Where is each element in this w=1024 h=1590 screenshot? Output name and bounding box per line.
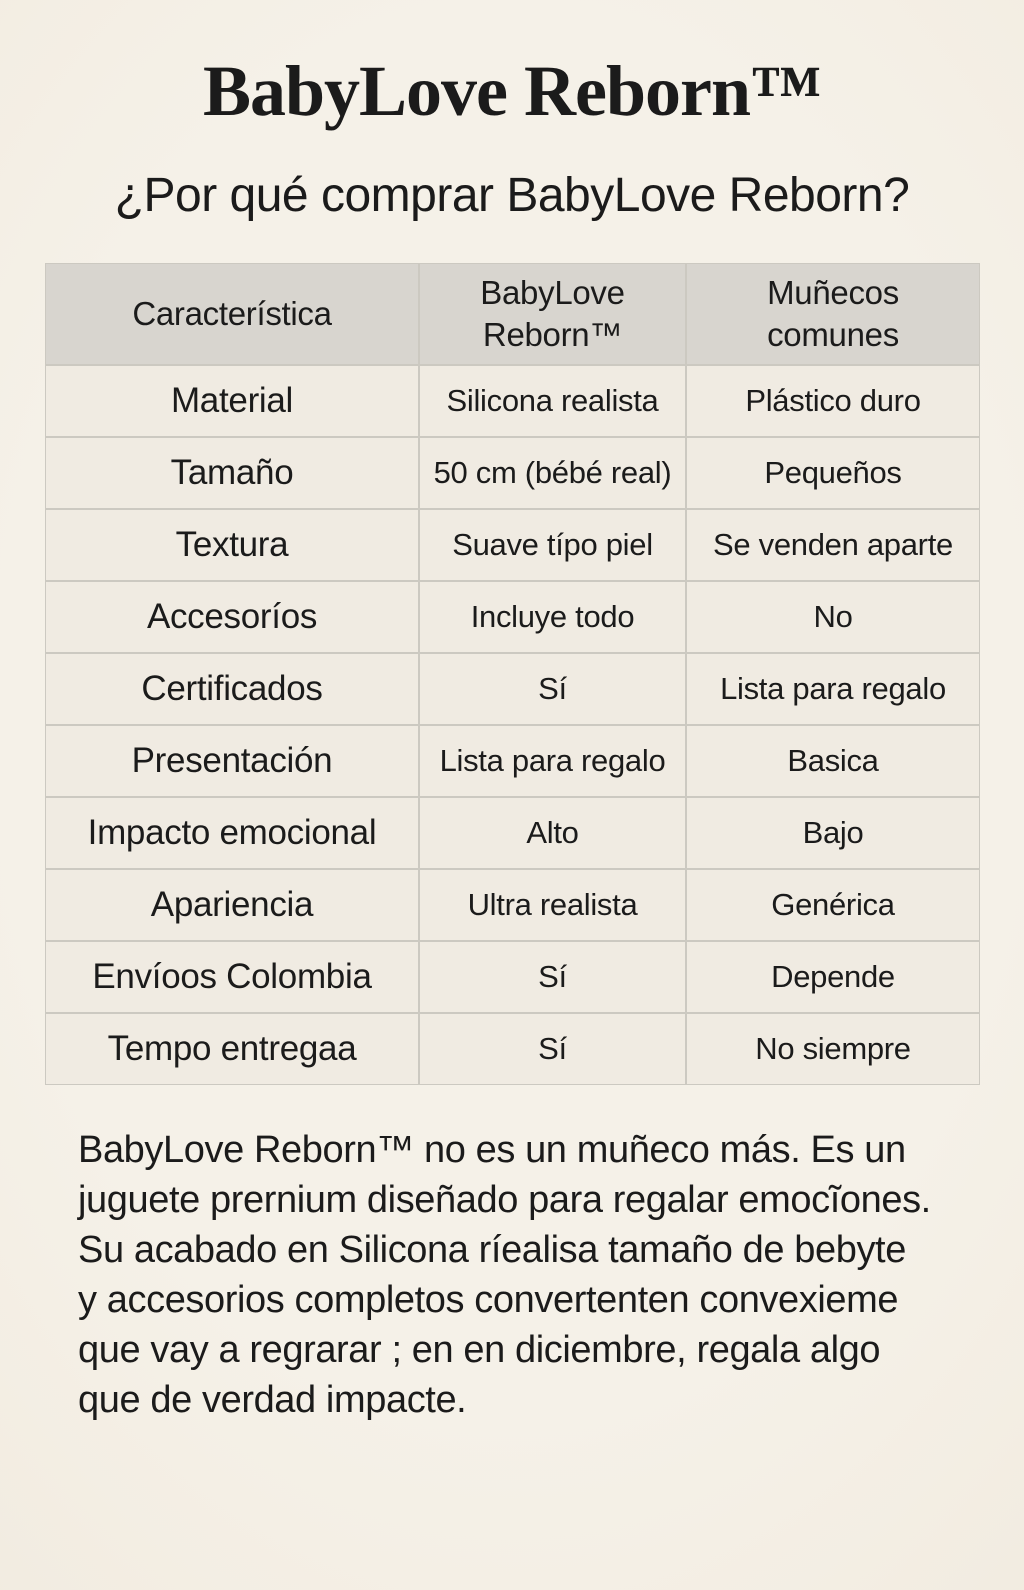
table-cell-feature: Material [46, 365, 418, 436]
table-cell-common: Plástico duro [687, 365, 979, 436]
table-cell-babylove: Lista para regalo [420, 725, 685, 796]
table-cell-common: Se venden aparte [687, 509, 979, 580]
table-cell-feature: Impacto emocional [46, 797, 418, 868]
table-cell-common: No siempre [687, 1013, 979, 1084]
table-cell-feature: Tamaño [46, 437, 418, 508]
table-cell-common: Bajo [687, 797, 979, 868]
paragraph-line: BabyLove Reborn™ no es un muñeco más. Es… [78, 1128, 906, 1171]
paragraph-line: que de verdad impacte. [78, 1378, 467, 1421]
table-cell-common: No [687, 581, 979, 652]
paragraph-line: y accesorios completos convertenten conv… [78, 1278, 899, 1321]
table-cell-feature: Accesoríos [46, 581, 418, 652]
table-cell-feature: Tempo entregaa [46, 1013, 418, 1084]
table-cell-feature: Textura [46, 509, 418, 580]
table-cell-common: Genérica [687, 869, 979, 940]
table-cell-feature: Certificados [46, 653, 418, 724]
page-subtitle: ¿Por qué comprar BabyLove Reborn? [114, 168, 910, 222]
paragraph-line: Su acabado en Silicona ríealisa tamaño d… [78, 1228, 906, 1271]
table-cell-babylove: Silicona realista [420, 365, 685, 436]
table-header-feature: Característica [46, 263, 418, 364]
table-cell-babylove: Ultra realista [420, 869, 685, 940]
table-cell-babylove: Sí [420, 1013, 685, 1084]
table-cell-babylove: Suave típo piel [420, 509, 685, 580]
table-header-common: Muñecos comunes [687, 263, 979, 364]
page-title: BabyLove Reborn™ [202, 51, 822, 131]
table-cell-babylove: Sí [420, 941, 685, 1012]
paragraph-line: que vay a regrarar ; en en diciembre, re… [78, 1328, 881, 1371]
paragraph-line: juguete prernium diseñado para regalar e… [78, 1178, 931, 1221]
marketing-paragraph: BabyLove Reborn™ no es un muñeco más. Es… [78, 1125, 978, 1425]
table-cell-babylove: 50 cm (bébé real) [420, 437, 685, 508]
table-cell-common: Pequeños [687, 437, 979, 508]
comparison-table: Característica BabyLove Reborn™ Muñecos … [45, 262, 980, 1085]
table-cell-feature: Envíoos Colombia [46, 941, 418, 1012]
table-cell-babylove: Incluye todo [420, 581, 685, 652]
table-cell-common: Basica [687, 725, 979, 796]
table-cell-babylove: Alto [420, 797, 685, 868]
table-cell-feature: Apariencia [46, 869, 418, 940]
table-cell-feature: Presentación [46, 725, 418, 796]
table-header-babylove: BabyLove Reborn™ [420, 263, 685, 364]
table-cell-common: Depende [687, 941, 979, 1012]
table-cell-common: Lista para regalo [687, 653, 979, 724]
table-cell-babylove: Sí [420, 653, 685, 724]
